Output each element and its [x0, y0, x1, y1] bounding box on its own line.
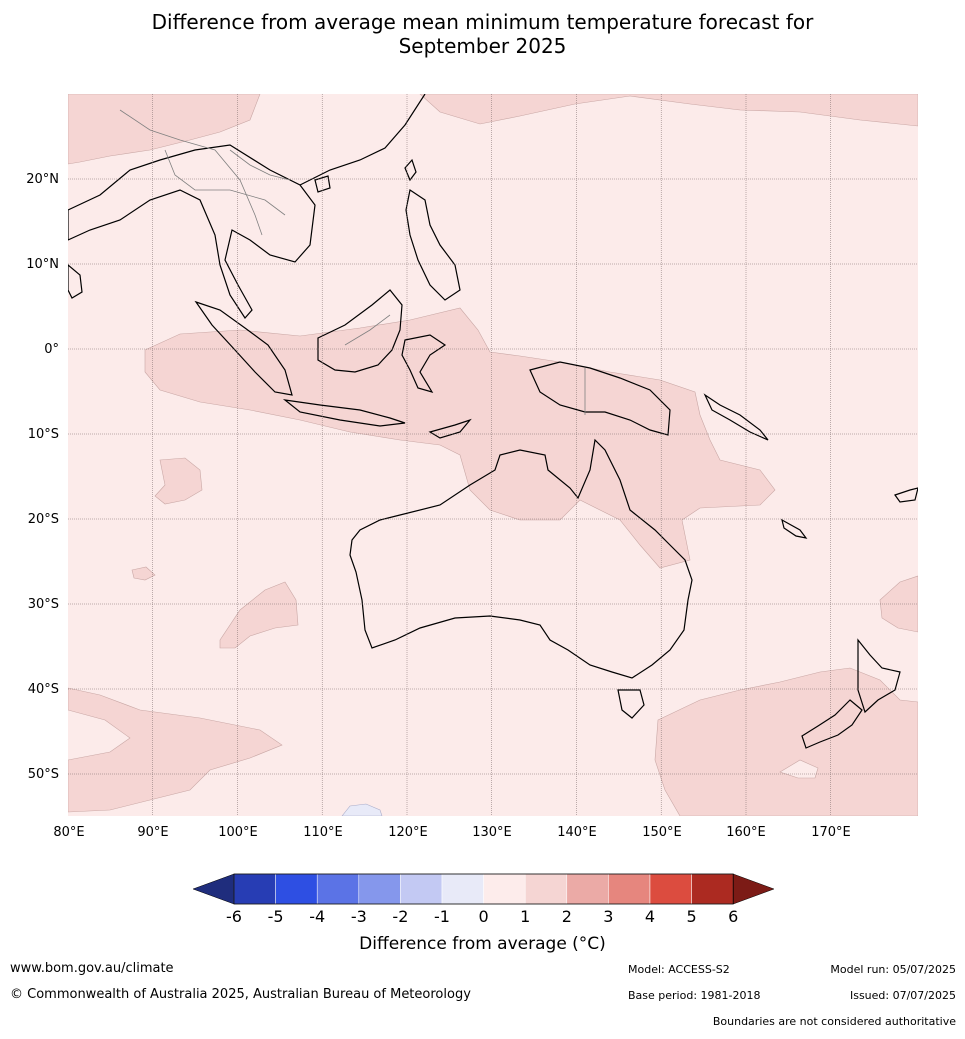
- issued-text: Issued: 07/07/2025: [849, 989, 956, 1002]
- borneo-coast: [317, 289, 403, 373]
- anomaly-region-sw-ocean-patch: [219, 581, 299, 649]
- coastlines: [68, 94, 918, 749]
- colorbar-tick: 3: [603, 907, 613, 926]
- lon-labels: 80°E 90°E 100°E 110°E 120°E 130°E 140°E …: [53, 825, 850, 840]
- colorbar-segment-5-6: [691, 873, 734, 905]
- lat-label-10n: 10°N: [26, 257, 59, 272]
- colorbar-segment-1-2: [524, 873, 568, 905]
- colorbar-segment-m5-m4: [275, 873, 318, 905]
- colorbar-tick: 1: [520, 907, 530, 926]
- taiwan-coast: [404, 158, 417, 182]
- borneo-border: [344, 314, 391, 346]
- lon-label-150e: 150°E: [642, 825, 682, 840]
- lon-label-90e: 90°E: [137, 825, 168, 840]
- new-caledonia-coast: [781, 518, 808, 539]
- lon-label-120e: 120°E: [388, 825, 428, 840]
- model-run-text: Model run: 05/07/2025: [830, 963, 956, 976]
- colorbar-segment-4-5: [649, 873, 692, 905]
- website-link[interactable]: www.bom.gov.au/climate: [10, 961, 174, 976]
- solomon-islands-coast: [703, 393, 769, 441]
- anomaly-region-north-pacific: [419, 94, 918, 127]
- colorbar-tick: -4: [309, 907, 325, 926]
- anomaly-region-nz-hole: [779, 759, 819, 779]
- colorbar-tick: 2: [562, 907, 572, 926]
- anomaly-region-east-ocean: [879, 575, 918, 633]
- lon-label-170e: 170°E: [811, 825, 851, 840]
- lon-label-80e: 80°E: [53, 825, 84, 840]
- disclaimer-text: Boundaries are not considered authoritat…: [712, 1015, 956, 1028]
- mainland-borders: [119, 109, 291, 236]
- colorbar-tick: 4: [645, 907, 655, 926]
- base-period-text: Base period: 1981-2018: [628, 989, 761, 1002]
- lon-label-160e: 160°E: [726, 825, 766, 840]
- colorbar-tick: -3: [351, 907, 367, 926]
- new-zealand-north-coast: [857, 638, 901, 714]
- copyright-text: © Commonwealth of Australia 2025, Austra…: [10, 987, 471, 1002]
- fiji-coast: [894, 487, 918, 503]
- colorbar-segment-m3-m2: [358, 873, 401, 905]
- gridlines: [68, 94, 918, 816]
- lat-label-50s: 50°S: [28, 767, 59, 782]
- colorbar-tick: 5: [687, 907, 697, 926]
- colorbar-extend-high: [732, 873, 775, 905]
- title-line-2: September 2025: [398, 34, 567, 58]
- anomaly-region-southwest-ocean: [68, 687, 283, 813]
- anomaly-region-new-zealand: [654, 667, 918, 816]
- australia-coast: [349, 438, 693, 679]
- sri-lanka-coast: [68, 264, 83, 299]
- lat-label-20s: 20°S: [28, 512, 59, 527]
- colorbar-ticks: -6 -5 -4 -3 -2 -1 0 1 2 3 4 5 6: [226, 907, 738, 926]
- lat-label-40s: 40°S: [28, 682, 59, 697]
- colorbar-tick: -5: [268, 907, 284, 926]
- colorbar-segment-3-4: [608, 873, 651, 905]
- lon-label-140e: 140°E: [557, 825, 597, 840]
- china-coast: [299, 94, 426, 186]
- anomaly-region-maritime-continent: [144, 307, 776, 569]
- colorbar-segment-2-3: [566, 873, 609, 905]
- anomaly-region-indian-ocean-patch: [154, 457, 203, 505]
- philippines-coast: [405, 189, 461, 301]
- colorbar-tick: -1: [434, 907, 450, 926]
- colorbar-segment-m6-m5: [233, 873, 276, 905]
- colorbar-segment-m4-m3: [316, 873, 360, 905]
- title-line-1: Difference from average mean minimum tem…: [151, 10, 814, 34]
- colorbar-title: Difference from average (°C): [359, 934, 606, 954]
- lat-labels: 20°N 10°N 0° 10°S 20°S 30°S 40°S 50°S: [26, 172, 59, 782]
- lat-label-20n: 20°N: [26, 172, 59, 187]
- new-guinea-coast: [529, 361, 671, 436]
- lon-label-130e: 130°E: [472, 825, 512, 840]
- colorbar-segment-m1-0: [441, 873, 484, 905]
- country-borders: [119, 109, 586, 415]
- new-zealand-south-coast: [801, 699, 863, 749]
- colorbar-segment-m2-m1: [400, 873, 443, 905]
- colorbar-segment-0-1: [483, 873, 526, 905]
- lat-label-0: 0°: [44, 342, 59, 357]
- lon-label-100e: 100°E: [218, 825, 258, 840]
- java-coast: [282, 399, 406, 427]
- colorbar: [192, 873, 775, 905]
- anomaly-regions: [68, 94, 918, 816]
- colorbar-tick: 0: [479, 907, 489, 926]
- colorbar-outline: [233, 873, 734, 905]
- se-asia-mainland-coast: [68, 144, 316, 319]
- hainan-coast: [314, 175, 331, 193]
- lat-label-30s: 30°S: [28, 597, 59, 612]
- tasmania-coast: [617, 689, 645, 719]
- colorbar-tick: 6: [728, 907, 738, 926]
- lon-label-110e: 110°E: [303, 825, 343, 840]
- sulawesi-coast: [401, 334, 447, 393]
- model-text: Model: ACCESS-S2: [628, 963, 730, 976]
- lat-label-10s: 10°S: [28, 427, 59, 442]
- timor-coast: [428, 418, 472, 439]
- anomaly-region-se-asia: [68, 94, 261, 165]
- anomaly-region-negative-patch: [341, 803, 383, 816]
- map-title: Difference from average mean minimum tem…: [0, 10, 965, 58]
- colorbar-tick: -6: [226, 907, 242, 926]
- colorbar-extend-low: [192, 873, 235, 905]
- sumatra-coast: [194, 300, 293, 396]
- anomaly-region-small-patch: [131, 566, 156, 581]
- colorbar-tick: -2: [392, 907, 408, 926]
